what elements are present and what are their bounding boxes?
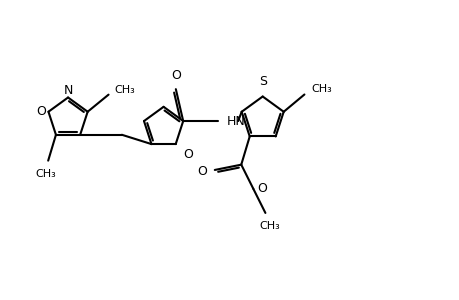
Text: O: O [197,165,207,178]
Text: HN: HN [226,115,245,128]
Text: N: N [63,84,73,97]
Text: CH₃: CH₃ [35,169,56,179]
Text: S: S [258,75,266,88]
Text: O: O [171,69,180,82]
Text: CH₃: CH₃ [258,221,279,231]
Text: O: O [183,148,192,161]
Text: CH₃: CH₃ [311,84,331,94]
Text: O: O [36,105,46,118]
Text: O: O [257,182,267,195]
Text: CH₃: CH₃ [114,85,134,95]
